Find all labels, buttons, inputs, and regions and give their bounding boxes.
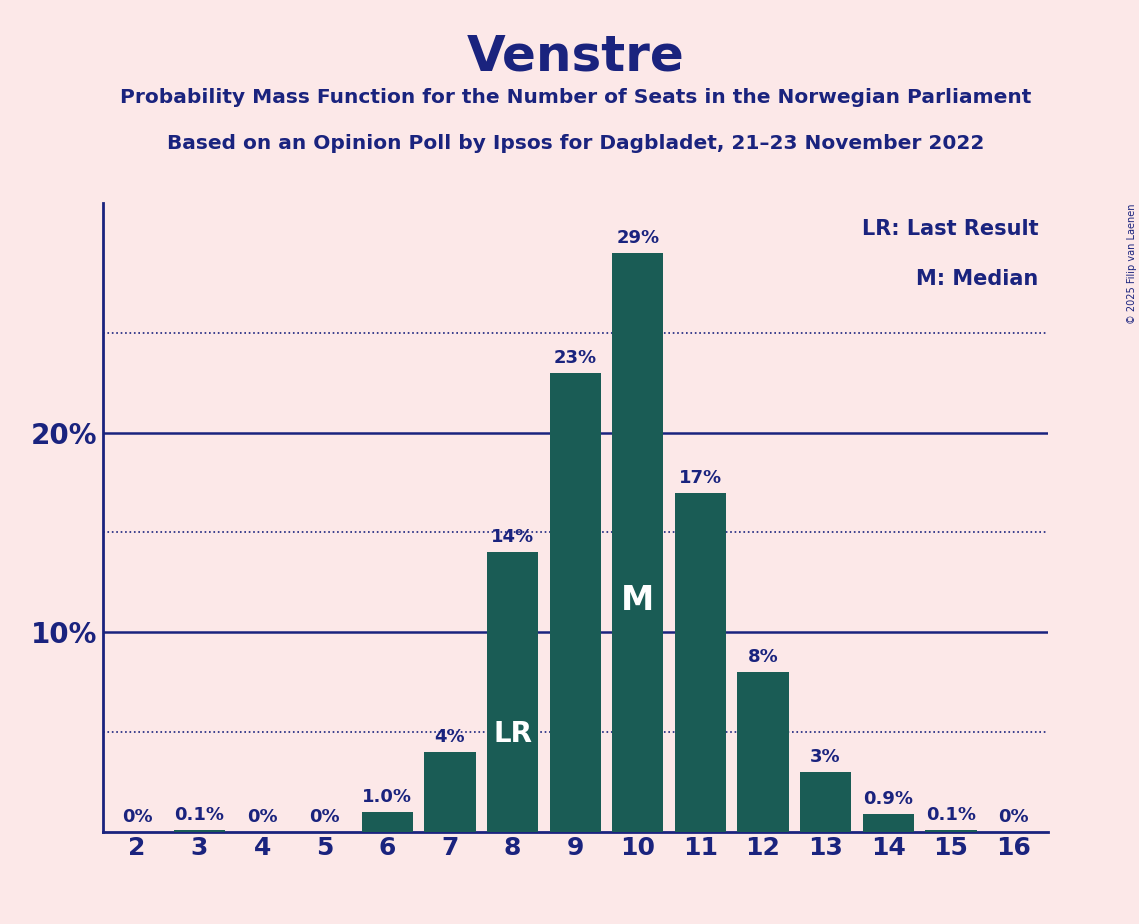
Bar bbox=[737, 672, 788, 832]
Text: 0.1%: 0.1% bbox=[926, 806, 976, 823]
Bar bbox=[800, 772, 851, 832]
Bar bbox=[486, 553, 539, 832]
Text: 0%: 0% bbox=[310, 808, 341, 826]
Text: 17%: 17% bbox=[679, 468, 722, 487]
Text: 0%: 0% bbox=[998, 808, 1029, 826]
Text: M: Median: M: Median bbox=[916, 269, 1039, 289]
Text: 8%: 8% bbox=[747, 648, 778, 666]
Text: 23%: 23% bbox=[554, 349, 597, 367]
Text: Probability Mass Function for the Number of Seats in the Norwegian Parliament: Probability Mass Function for the Number… bbox=[120, 88, 1031, 107]
Text: Based on an Opinion Poll by Ipsos for Dagbladet, 21–23 November 2022: Based on an Opinion Poll by Ipsos for Da… bbox=[166, 134, 984, 153]
Text: 4%: 4% bbox=[435, 728, 466, 746]
Bar bbox=[362, 811, 413, 832]
Text: © 2025 Filip van Laenen: © 2025 Filip van Laenen bbox=[1126, 203, 1137, 323]
Text: 0%: 0% bbox=[122, 808, 153, 826]
Text: M: M bbox=[621, 584, 655, 616]
Bar bbox=[425, 752, 476, 832]
Text: 3%: 3% bbox=[810, 748, 841, 766]
Text: LR: LR bbox=[493, 720, 532, 748]
Text: LR: Last Result: LR: Last Result bbox=[862, 219, 1039, 239]
Bar bbox=[549, 372, 601, 832]
Bar bbox=[674, 492, 726, 832]
Text: 14%: 14% bbox=[491, 529, 534, 546]
Bar bbox=[925, 830, 976, 832]
Text: 29%: 29% bbox=[616, 229, 659, 247]
Text: 1.0%: 1.0% bbox=[362, 787, 412, 806]
Bar bbox=[174, 830, 226, 832]
Text: Venstre: Venstre bbox=[466, 32, 685, 80]
Bar bbox=[612, 253, 664, 832]
Text: 0.9%: 0.9% bbox=[863, 790, 913, 808]
Text: 0%: 0% bbox=[247, 808, 278, 826]
Text: 0.1%: 0.1% bbox=[174, 806, 224, 823]
Bar bbox=[862, 814, 913, 832]
